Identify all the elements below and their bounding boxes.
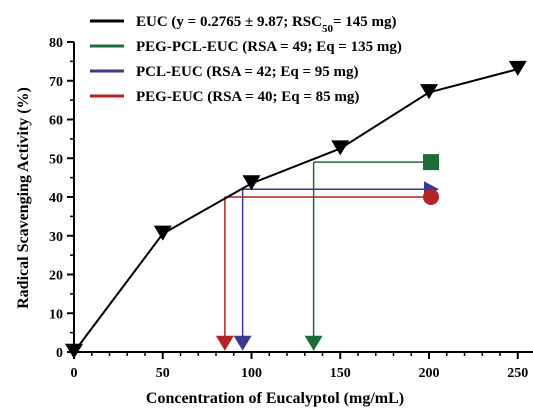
y-tick-label: 10 bbox=[49, 307, 63, 322]
y-tick-label: 40 bbox=[49, 191, 63, 206]
legend: EUC (y = 0.2765 ± 9.87; RSC50= 145 mg) PE… bbox=[90, 14, 402, 105]
markers-layer bbox=[65, 60, 527, 359]
y-tick-label: 70 bbox=[49, 75, 63, 90]
legend-entry: PEG-EUC (RSA = 40; Eq = 85 mg) bbox=[136, 89, 359, 105]
y-tick-label: 80 bbox=[49, 36, 63, 51]
x-tick-label: 200 bbox=[419, 366, 440, 381]
euc-point bbox=[508, 60, 527, 76]
legend-entry: PCL-EUC (RSA = 42; Eq = 95 mg) bbox=[136, 64, 359, 80]
y-tick-label: 20 bbox=[49, 269, 63, 284]
y-tick-label: 30 bbox=[49, 230, 63, 245]
x-tick-label: 50 bbox=[156, 366, 170, 381]
euc-point bbox=[242, 175, 261, 191]
y-tick-label: 0 bbox=[56, 346, 63, 361]
guide-lines bbox=[215, 161, 425, 351]
y-tick-label: 60 bbox=[49, 114, 63, 129]
legend-entry: PEG-PCL-EUC (RSA = 49; Eq = 135 mg) bbox=[136, 39, 402, 55]
x-tick-label: 250 bbox=[507, 366, 528, 381]
euc-point bbox=[420, 84, 438, 100]
peg-euc-rsa-marker bbox=[423, 189, 439, 205]
pcl-euc-eq-arrow bbox=[233, 335, 252, 351]
euc-line bbox=[73, 68, 519, 353]
x-tick-label: 0 bbox=[71, 366, 78, 381]
legend-entry: EUC (y = 0.2765 ± 9.87; RSC50= 145 mg) bbox=[136, 14, 397, 35]
x-tick-label: 100 bbox=[241, 366, 262, 381]
peg-euc-eq-arrow bbox=[215, 335, 234, 351]
y-tick-label: 50 bbox=[49, 152, 63, 167]
peg-pcl-euc-eq-arrow bbox=[304, 335, 323, 351]
series-layer bbox=[73, 68, 519, 353]
axes: 0 10 20 30 40 50 60 70 80 0 50 100 150 200 250 bbox=[49, 36, 533, 381]
y-axis-title: Radical Scavenging Activity (%) bbox=[15, 87, 32, 309]
euc-point bbox=[153, 225, 172, 241]
x-tick-label: 150 bbox=[330, 366, 351, 381]
peg-pcl-euc-rsa-marker bbox=[423, 154, 439, 171]
x-axis-title: Concentration of Eucalyptol (mg/mL) bbox=[146, 390, 404, 407]
euc-point bbox=[331, 140, 350, 156]
